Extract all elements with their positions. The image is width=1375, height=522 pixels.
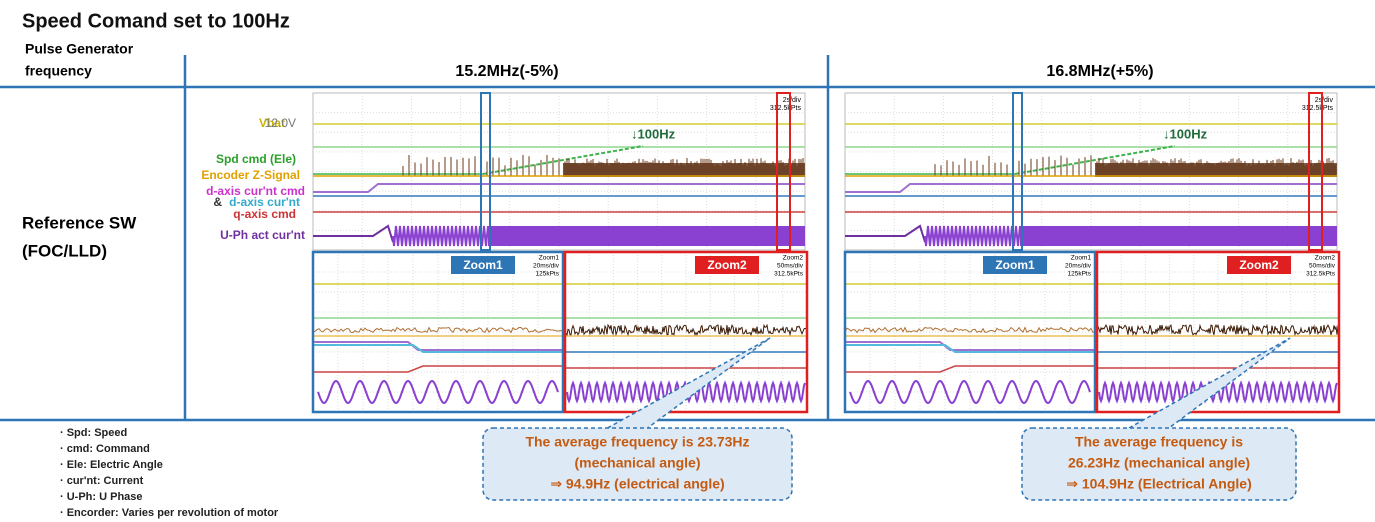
zoom-scale: 312.5kPts bbox=[1306, 271, 1336, 278]
zoom-scale: 125kPts bbox=[536, 271, 560, 278]
trace bbox=[563, 163, 805, 177]
channel-labels: Vbat 12.0V Spd cmd (Ele) Encoder Z-Signa… bbox=[201, 116, 305, 242]
trace bbox=[488, 226, 805, 246]
column-header: 16.8MHz(+5%) bbox=[1046, 63, 1153, 80]
callout-text: 26.23Hz (mechanical angle) bbox=[1068, 455, 1250, 471]
row-header: Pulse Generator bbox=[25, 41, 134, 57]
channel: Spd cmd (Ele) bbox=[216, 152, 296, 166]
note: · Spd: Speed bbox=[60, 427, 127, 439]
trace bbox=[1020, 226, 1337, 246]
scope-scale: 2s/div bbox=[783, 97, 802, 104]
callout-text: The average frequency is 23.73Hz bbox=[525, 434, 749, 450]
callout-text: ⇒ 104.9Hz (Electrical Angle) bbox=[1066, 476, 1252, 492]
zoom-scale: 312.5kPts bbox=[774, 271, 804, 278]
note: · Ele: Electric Angle bbox=[60, 459, 163, 471]
title: Speed Comand set to 100Hz bbox=[22, 10, 290, 32]
trace bbox=[1095, 163, 1337, 177]
column-header: 15.2MHz(-5%) bbox=[455, 63, 558, 80]
marker: ↓100Hz bbox=[1163, 126, 1208, 141]
zoom-tag-label: Zoom2 bbox=[707, 258, 747, 272]
callout-text: The average frequency is bbox=[1075, 434, 1243, 450]
row-label: (FOC/LLD) bbox=[22, 241, 107, 260]
scope-scale: 2s/div bbox=[1315, 97, 1334, 104]
scope-scale: 312.5kPts bbox=[1302, 105, 1334, 112]
channel: q-axis cmd bbox=[233, 207, 296, 221]
zoom-tag-label: Zoom1 bbox=[995, 258, 1035, 272]
notes: · Spd: Speed · cmd: Command · Ele: Electri… bbox=[60, 427, 279, 519]
marker: ↓100Hz bbox=[631, 126, 676, 141]
scope-scale: 312.5kPts bbox=[770, 105, 802, 112]
zoom-scale: 20ms/div bbox=[533, 263, 560, 270]
zoom-scale: 20ms/div bbox=[1065, 263, 1092, 270]
zoom-scale: Zoom2 bbox=[783, 255, 804, 262]
note: · U-Ph: U Phase bbox=[60, 491, 143, 503]
row-label: Reference SW bbox=[22, 213, 137, 232]
zoom-scale: 125kPts bbox=[1068, 271, 1092, 278]
row-header: frequency bbox=[25, 63, 92, 79]
zoom-scale: Zoom1 bbox=[539, 255, 560, 262]
zoom-tag-label: Zoom2 bbox=[1239, 258, 1279, 272]
zoom-scale: Zoom1 bbox=[1071, 255, 1092, 262]
zoom-scale: Zoom2 bbox=[1315, 255, 1336, 262]
note: · cur'nt: Current bbox=[60, 475, 144, 487]
zoom-scale: 50ms/div bbox=[777, 263, 804, 270]
channel: 12.0V bbox=[265, 116, 296, 130]
channel: & bbox=[213, 195, 222, 209]
slide: Speed Comand set to 100Hz Pulse Generato… bbox=[0, 0, 1375, 522]
channel: U-Ph act cur'nt bbox=[220, 228, 305, 242]
note: · cmd: Command bbox=[60, 443, 150, 455]
callout-text: (mechanical angle) bbox=[574, 455, 700, 471]
callout-text: ⇒ 94.9Hz (electrical angle) bbox=[550, 476, 724, 492]
zoom-tag-label: Zoom1 bbox=[463, 258, 503, 272]
zoom-scale: 50ms/div bbox=[1309, 263, 1336, 270]
channel: Encoder Z-Signal bbox=[201, 168, 300, 182]
note: · Encorder: Varies per revolution of mot… bbox=[60, 507, 279, 519]
